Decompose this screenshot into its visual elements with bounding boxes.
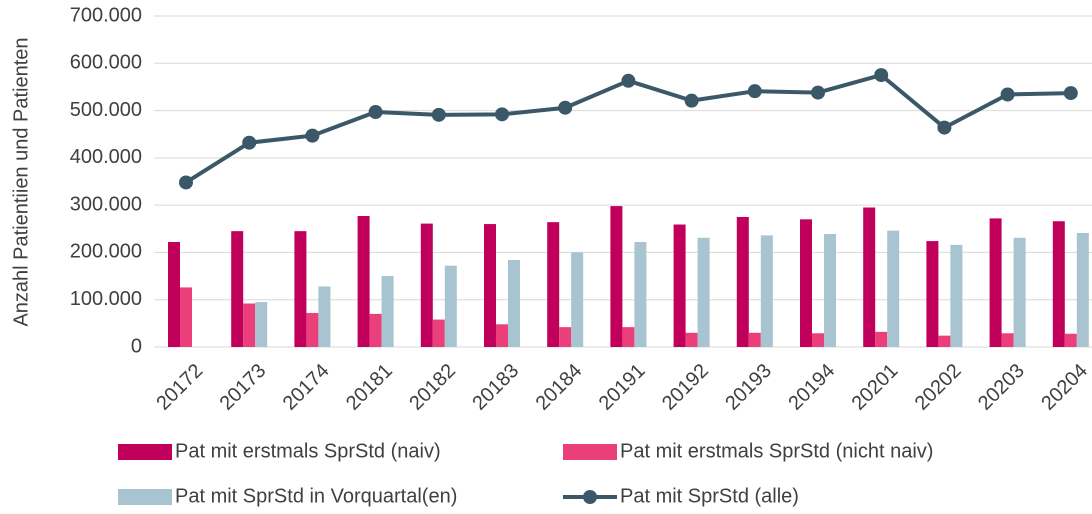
legend-label: Pat mit erstmals SprStd (naiv) bbox=[175, 440, 441, 462]
line-marker bbox=[368, 104, 383, 119]
bar bbox=[824, 233, 836, 347]
y-tick-label: 700.000 bbox=[70, 4, 142, 26]
bar bbox=[634, 242, 647, 347]
legend-label: Pat mit erstmals SprStd (nicht naiv) bbox=[620, 440, 933, 462]
x-tick-label: 20191 bbox=[595, 360, 650, 415]
bar bbox=[231, 231, 244, 347]
bar bbox=[989, 218, 1002, 347]
x-tick-label: 20203 bbox=[974, 360, 1029, 415]
line-marker bbox=[874, 68, 889, 83]
bar bbox=[496, 324, 508, 347]
bar bbox=[760, 235, 773, 347]
bar bbox=[547, 222, 560, 347]
bar bbox=[484, 224, 496, 347]
x-tick-label: 20172 bbox=[152, 360, 207, 415]
bar bbox=[950, 244, 963, 347]
bar bbox=[1013, 237, 1026, 347]
line-marker bbox=[684, 93, 699, 108]
bar bbox=[697, 237, 710, 347]
x-tick-label: 20182 bbox=[405, 360, 460, 415]
bar bbox=[875, 331, 888, 347]
bar bbox=[243, 303, 256, 347]
x-tick-label: 20192 bbox=[658, 360, 713, 415]
line-marker bbox=[811, 85, 825, 100]
bar bbox=[180, 287, 192, 347]
line-marker bbox=[179, 175, 193, 190]
bar bbox=[863, 207, 876, 347]
bar bbox=[381, 276, 394, 347]
y-tick-label: 300.000 bbox=[70, 193, 142, 215]
bar bbox=[369, 313, 382, 347]
y-tick-label: 600.000 bbox=[70, 52, 142, 74]
line-marker bbox=[305, 128, 320, 143]
legend-label: Pat mit SprStd (alle) bbox=[620, 485, 799, 507]
bar bbox=[318, 286, 331, 347]
bar bbox=[306, 312, 319, 347]
bar bbox=[1001, 333, 1014, 347]
line-marker bbox=[1000, 87, 1015, 102]
x-tick-label: 20174 bbox=[279, 360, 334, 415]
y-axis-title: Anzahl Patientiien und Patienten bbox=[10, 37, 32, 326]
bar bbox=[168, 242, 180, 347]
y-tick-label: 100.000 bbox=[70, 288, 142, 310]
bar bbox=[559, 327, 572, 347]
legend-marker bbox=[583, 490, 597, 504]
line-marker bbox=[242, 135, 257, 150]
legend-swatch bbox=[563, 444, 617, 460]
y-tick-label: 0 bbox=[131, 335, 142, 357]
bar bbox=[420, 223, 433, 347]
line-marker bbox=[937, 120, 952, 135]
x-tick-label: 20181 bbox=[342, 360, 397, 415]
bar bbox=[1076, 233, 1089, 347]
y-tick-label: 200.000 bbox=[70, 241, 142, 263]
bar bbox=[748, 332, 761, 347]
bar bbox=[926, 241, 939, 347]
legend-swatch bbox=[118, 444, 172, 460]
bar bbox=[444, 265, 457, 347]
bar bbox=[610, 206, 623, 347]
x-tick-label: 20204 bbox=[1037, 360, 1092, 415]
x-tick-label: 20184 bbox=[532, 360, 587, 415]
line-marker bbox=[747, 84, 762, 99]
bar bbox=[294, 231, 307, 347]
bar bbox=[1052, 221, 1065, 347]
y-tick-label: 400.000 bbox=[70, 146, 142, 168]
line-marker bbox=[1063, 86, 1078, 101]
bar bbox=[1064, 333, 1077, 347]
bar bbox=[736, 216, 749, 347]
line-marker bbox=[558, 100, 573, 115]
y-tick-label: 500.000 bbox=[70, 99, 142, 121]
bar bbox=[673, 224, 686, 347]
bar bbox=[685, 332, 698, 347]
legend-swatch bbox=[118, 489, 172, 505]
line-marker bbox=[621, 73, 636, 88]
line-marker bbox=[495, 107, 509, 122]
bar bbox=[800, 219, 812, 347]
x-tick-label: 20193 bbox=[721, 360, 776, 415]
bar bbox=[887, 230, 900, 347]
line-marker bbox=[431, 107, 446, 122]
x-tick-label: 20173 bbox=[216, 360, 271, 415]
bar bbox=[255, 302, 268, 347]
bar bbox=[938, 335, 951, 347]
bar bbox=[432, 319, 445, 347]
bar bbox=[508, 259, 520, 347]
bar bbox=[357, 216, 370, 347]
x-tick-label: 20202 bbox=[911, 360, 966, 415]
x-tick-label: 20194 bbox=[784, 360, 839, 415]
bar bbox=[812, 333, 824, 347]
bar bbox=[571, 252, 584, 347]
legend-label: Pat mit SprStd in Vorquartal(en) bbox=[175, 485, 457, 507]
bar bbox=[622, 327, 635, 347]
x-tick-label: 20201 bbox=[848, 360, 903, 415]
x-tick-label: 20183 bbox=[468, 360, 523, 415]
